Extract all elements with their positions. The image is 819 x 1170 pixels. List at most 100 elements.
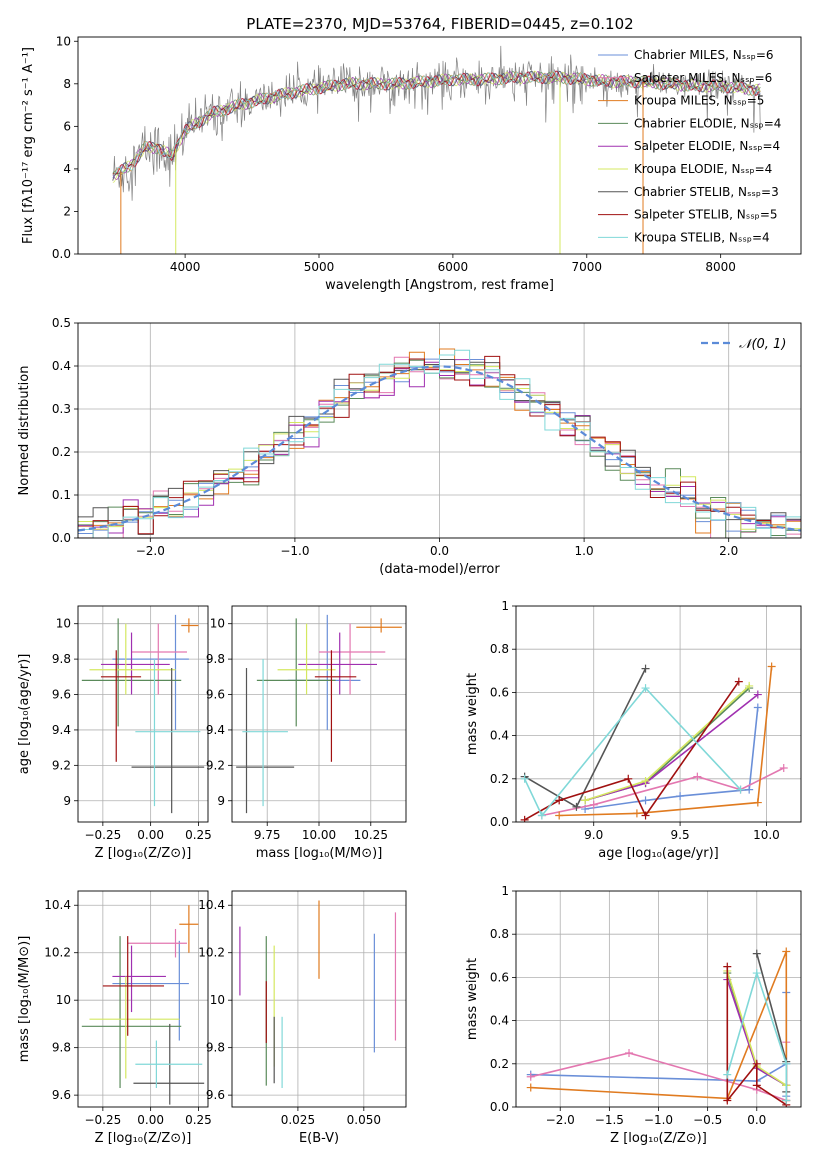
axes-frame	[515, 605, 802, 823]
y-tick-label: 1	[501, 884, 509, 898]
legend-entry: 𝒩(0, 1)	[739, 337, 786, 352]
axes-frame	[231, 605, 407, 823]
series-line	[530, 951, 788, 1101]
data-point	[625, 1049, 634, 1057]
x-tick-label: 9.75	[254, 828, 281, 842]
series-line	[726, 970, 788, 1101]
axes-frame	[77, 605, 209, 823]
panel-spectrum: 4000 5000 6000 7000 8000 0.0 2 4 6 8 10 wavelength …	[21, 34, 802, 293]
x-tick-label: 9.5	[671, 828, 690, 842]
x-tick-label: −2.0	[136, 544, 165, 558]
data-point	[693, 772, 702, 781]
data-point	[572, 802, 581, 811]
legend-entry: Chabrier MILES, Nₛₛₚ=6	[634, 48, 774, 62]
data-point	[752, 1059, 761, 1068]
y-tick-label: 0.3	[52, 402, 71, 416]
y-tick-label: 0.6	[490, 685, 509, 699]
series-line	[523, 686, 742, 817]
y-tick-label: 1	[501, 599, 509, 613]
x-axis-label: Z [log₁₀(Z/Z⊙)]	[95, 846, 192, 861]
x-tick-label: −2.0	[546, 1113, 575, 1127]
y-tick-label: 10.4	[44, 898, 71, 912]
data-point	[641, 664, 650, 673]
y-tick-label: 0.1	[52, 488, 71, 502]
y-tick-label: 9.2	[206, 758, 225, 772]
series-line	[559, 666, 773, 817]
data-point	[555, 796, 564, 805]
data-point	[752, 969, 761, 978]
legend-entry: Chabrier STELIB, Nₛₛₚ=3	[634, 185, 779, 199]
legend-entry: Kroupa ELODIE, Nₛₛₚ=4	[634, 162, 772, 176]
histogram-kroupa-stelib	[78, 349, 801, 538]
y-tick-label: 0.2	[52, 445, 71, 459]
x-tick-label: 4000	[170, 260, 201, 274]
y-tick-label: 9.4	[52, 723, 71, 737]
x-tick-label: 10.0	[753, 828, 780, 842]
y-tick-label: 9.8	[206, 652, 225, 666]
data-point	[632, 809, 641, 818]
legend-entry: Salpeter ELODIE, Nₛₛₚ=4	[634, 139, 780, 153]
y-tick-label: 4	[63, 162, 71, 176]
x-axis-label: Z [log₁₀(Z/Z⊙)]	[610, 1131, 707, 1146]
plot-area-massweight_vs_Z	[516, 891, 801, 1107]
x-axis-label: E(B-V)	[299, 1131, 339, 1146]
data-point	[782, 1059, 791, 1068]
data-point	[676, 792, 685, 801]
legend-entry: Kroupa STELIB, Nₛₛₚ=4	[634, 230, 770, 244]
y-tick-label: 9	[63, 794, 71, 808]
y-tick-label: 0.6	[490, 970, 509, 984]
x-tick-label: −1.5	[595, 1113, 624, 1127]
data-point	[589, 800, 598, 809]
data-point	[581, 796, 590, 805]
panel-age_vs_Z: −0.25 0.00 0.25 9 9.2 9.4 9.6 9.8 10 Z [log₁₀(Z/Z…	[17, 605, 212, 861]
axes-frame	[77, 890, 209, 1108]
data-point	[520, 774, 529, 783]
data-point	[641, 776, 650, 785]
y-tick-label: 8	[63, 77, 71, 91]
panel-massweight_vs_Z: −2.0 −1.5 −1.0 −0.5 0.0 0.0 0.2 0.4 0.6 0.8 1 Z [lo…	[465, 884, 802, 1146]
y-tick-label: 10	[210, 617, 225, 631]
axes-frame	[77, 322, 802, 539]
y-tick-label: 0.0	[52, 247, 71, 261]
y-tick-label: 0.4	[490, 729, 509, 743]
x-tick-label: −0.5	[693, 1113, 722, 1127]
plot-area-mass_vs_EBV	[232, 891, 406, 1107]
panel-residuals: −2.0 −1.0 0.0 1.0 2.0 0.0 0.1 0.2 0.3 0.4 0.5 (data…	[17, 316, 802, 577]
x-tick-label: 5000	[304, 260, 335, 274]
data-point	[526, 1072, 535, 1081]
y-axis-label: mass weight	[465, 958, 480, 1040]
y-tick-label: 0.5	[52, 316, 71, 330]
y-tick-label: 9.6	[206, 1088, 225, 1102]
y-tick-label: 2	[63, 204, 71, 218]
legend-entry: Kroupa MILES, Nₛₛₚ=5	[634, 94, 764, 108]
x-axis-label: (data-model)/error	[379, 562, 500, 577]
x-tick-label: 0.00	[137, 1113, 164, 1127]
legend-entry: Salpeter MILES, Nₛₛₚ=6	[634, 71, 772, 85]
plot-area-massweight_vs_age	[516, 606, 801, 822]
plot-area-residuals	[78, 323, 801, 538]
y-tick-label: 9.8	[206, 1041, 225, 1055]
x-tick-label: 9.0	[584, 828, 603, 842]
y-tick-label: 10.2	[44, 946, 71, 960]
data-point	[736, 785, 745, 794]
data-point	[723, 1096, 732, 1105]
y-axis-label: mass [log₁₀(M/M⊙)]	[17, 936, 32, 1063]
y-tick-label: 10	[210, 993, 225, 1007]
y-tick-label: 0.2	[490, 772, 509, 786]
y-tick-label: 9.6	[206, 688, 225, 702]
y-tick-label: 0.4	[52, 359, 71, 373]
legend-entry: Chabrier ELODIE, Nₛₛₚ=4	[634, 116, 781, 130]
x-tick-label: 1.0	[575, 544, 594, 558]
y-tick-label: 6	[63, 119, 71, 133]
y-axis-label: Normed distribution	[17, 366, 32, 496]
y-tick-label: 0.0	[490, 1100, 509, 1114]
y-tick-label: 9.6	[52, 688, 71, 702]
data-point	[555, 811, 564, 820]
legend-entry: Salpeter STELIB, Nₛₛₚ=5	[634, 208, 778, 222]
data-point	[782, 1096, 791, 1105]
data-point	[520, 815, 529, 822]
x-tick-label: 0.25	[185, 828, 212, 842]
data-point	[752, 1081, 761, 1090]
data-point	[641, 796, 650, 805]
